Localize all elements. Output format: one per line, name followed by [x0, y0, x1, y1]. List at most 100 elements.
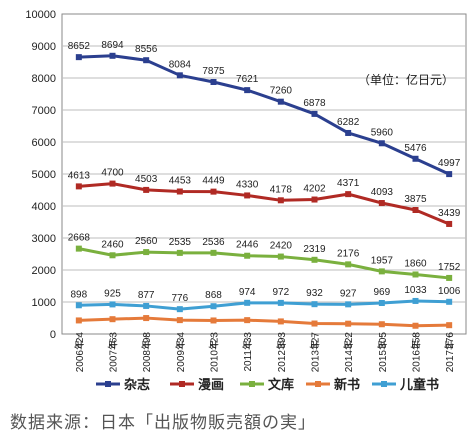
- data-point: [378, 299, 385, 306]
- data-label: 4178: [270, 184, 293, 195]
- x-tick-label: 2009年: [174, 340, 187, 372]
- data-label: 925: [104, 288, 121, 299]
- data-label: 434: [176, 332, 187, 349]
- data-point: [143, 57, 150, 64]
- data-label: 4449: [202, 176, 225, 187]
- x-tick-label: 2008年: [140, 340, 153, 372]
- data-point: [109, 301, 116, 308]
- data-label: 2560: [135, 236, 158, 247]
- data-point: [143, 186, 150, 193]
- data-label: 8694: [101, 40, 124, 51]
- data-point: [244, 87, 251, 94]
- data-label: 276: [445, 332, 456, 349]
- data-point: [244, 252, 251, 259]
- line-chart: 0 1000 2000 3000 4000 5000 6000 7000 8000 9000 100…: [25, 9, 467, 393]
- data-point: [345, 320, 352, 327]
- data-label: 2536: [202, 237, 225, 248]
- data-label: 4997: [438, 158, 461, 169]
- x-tick-label: 2017年: [443, 340, 456, 372]
- data-point: [345, 301, 352, 308]
- data-point: [75, 245, 82, 252]
- data-label: 6878: [303, 98, 326, 109]
- data-point: [311, 320, 318, 327]
- x-tick-label: 2007年: [107, 340, 120, 372]
- data-point: [210, 317, 217, 324]
- data-point: [109, 180, 116, 187]
- data-label: 927: [340, 288, 357, 299]
- data-source-caption: 数据来源：日本「出版物販売額の実」: [10, 413, 316, 433]
- data-point: [210, 303, 217, 310]
- data-label: 433: [243, 332, 254, 349]
- series-line-新书: [78, 316, 450, 328]
- data-point: [311, 256, 318, 263]
- data-label: 3439: [438, 208, 461, 219]
- data-label: 1860: [404, 258, 427, 269]
- data-point: [412, 155, 419, 162]
- data-label: 4453: [169, 176, 192, 187]
- x-tick-label: 2010年: [208, 340, 221, 372]
- data-label: 974: [239, 287, 256, 298]
- y-tick-label: 10000: [25, 9, 56, 21]
- data-point: [176, 72, 183, 79]
- data-point: [311, 110, 318, 117]
- data-point: [75, 302, 82, 309]
- y-tick-label: 0: [50, 329, 56, 341]
- data-label: 498: [142, 332, 153, 349]
- series-line-杂志: [78, 54, 450, 176]
- data-point: [446, 298, 453, 305]
- legend-label: 儿童书: [399, 377, 439, 393]
- legend-label: 文库: [268, 377, 294, 393]
- data-label: 4093: [371, 187, 394, 198]
- data-point: [277, 197, 284, 204]
- data-point: [378, 140, 385, 147]
- data-point: [210, 249, 217, 256]
- data-label: 932: [306, 288, 323, 299]
- data-label: 7875: [202, 66, 225, 77]
- data-label: 898: [70, 289, 87, 300]
- data-label: 424: [75, 332, 86, 349]
- y-tick-label: 6000: [32, 137, 56, 149]
- data-point: [378, 200, 385, 207]
- data-point: [75, 317, 82, 324]
- data-label: 8556: [135, 44, 158, 55]
- data-point: [176, 249, 183, 256]
- data-point: [311, 301, 318, 308]
- data-label: 877: [138, 290, 155, 301]
- data-point: [143, 302, 150, 309]
- data-point: [109, 252, 116, 259]
- data-point: [143, 315, 150, 322]
- data-label: 463: [109, 332, 120, 349]
- series-line-儿童书: [78, 299, 450, 311]
- data-label: 1006: [438, 286, 461, 297]
- legend-marker: [381, 381, 387, 387]
- data-label: 969: [373, 287, 390, 298]
- data-label: 7621: [236, 74, 259, 85]
- data-label: 2535: [169, 237, 192, 248]
- data-label: 2668: [68, 233, 91, 244]
- data-label: 258: [412, 332, 423, 349]
- data-point: [277, 318, 284, 325]
- data-label: 4371: [337, 178, 360, 189]
- data-label: 1033: [404, 285, 427, 296]
- data-label: 8652: [68, 41, 91, 52]
- data-label: 6282: [337, 117, 360, 128]
- data-point: [75, 54, 82, 61]
- data-label: 972: [272, 287, 289, 298]
- data-label: 305: [378, 332, 389, 349]
- y-tick-label: 3000: [32, 233, 56, 245]
- data-point: [176, 188, 183, 195]
- data-point: [277, 253, 284, 260]
- data-label: 8084: [169, 59, 192, 70]
- data-point: [109, 52, 116, 59]
- data-label: 5476: [404, 143, 427, 154]
- unit-label: （单位：亿日元）: [358, 72, 454, 87]
- data-label: 1957: [371, 255, 394, 266]
- series-line-漫画: [78, 182, 450, 226]
- data-label: 2460: [101, 239, 124, 250]
- data-point: [176, 317, 183, 324]
- data-point: [210, 79, 217, 85]
- data-point: [345, 261, 352, 268]
- legend-marker: [249, 381, 255, 387]
- data-label: 2319: [303, 244, 326, 255]
- data-point: [311, 196, 318, 203]
